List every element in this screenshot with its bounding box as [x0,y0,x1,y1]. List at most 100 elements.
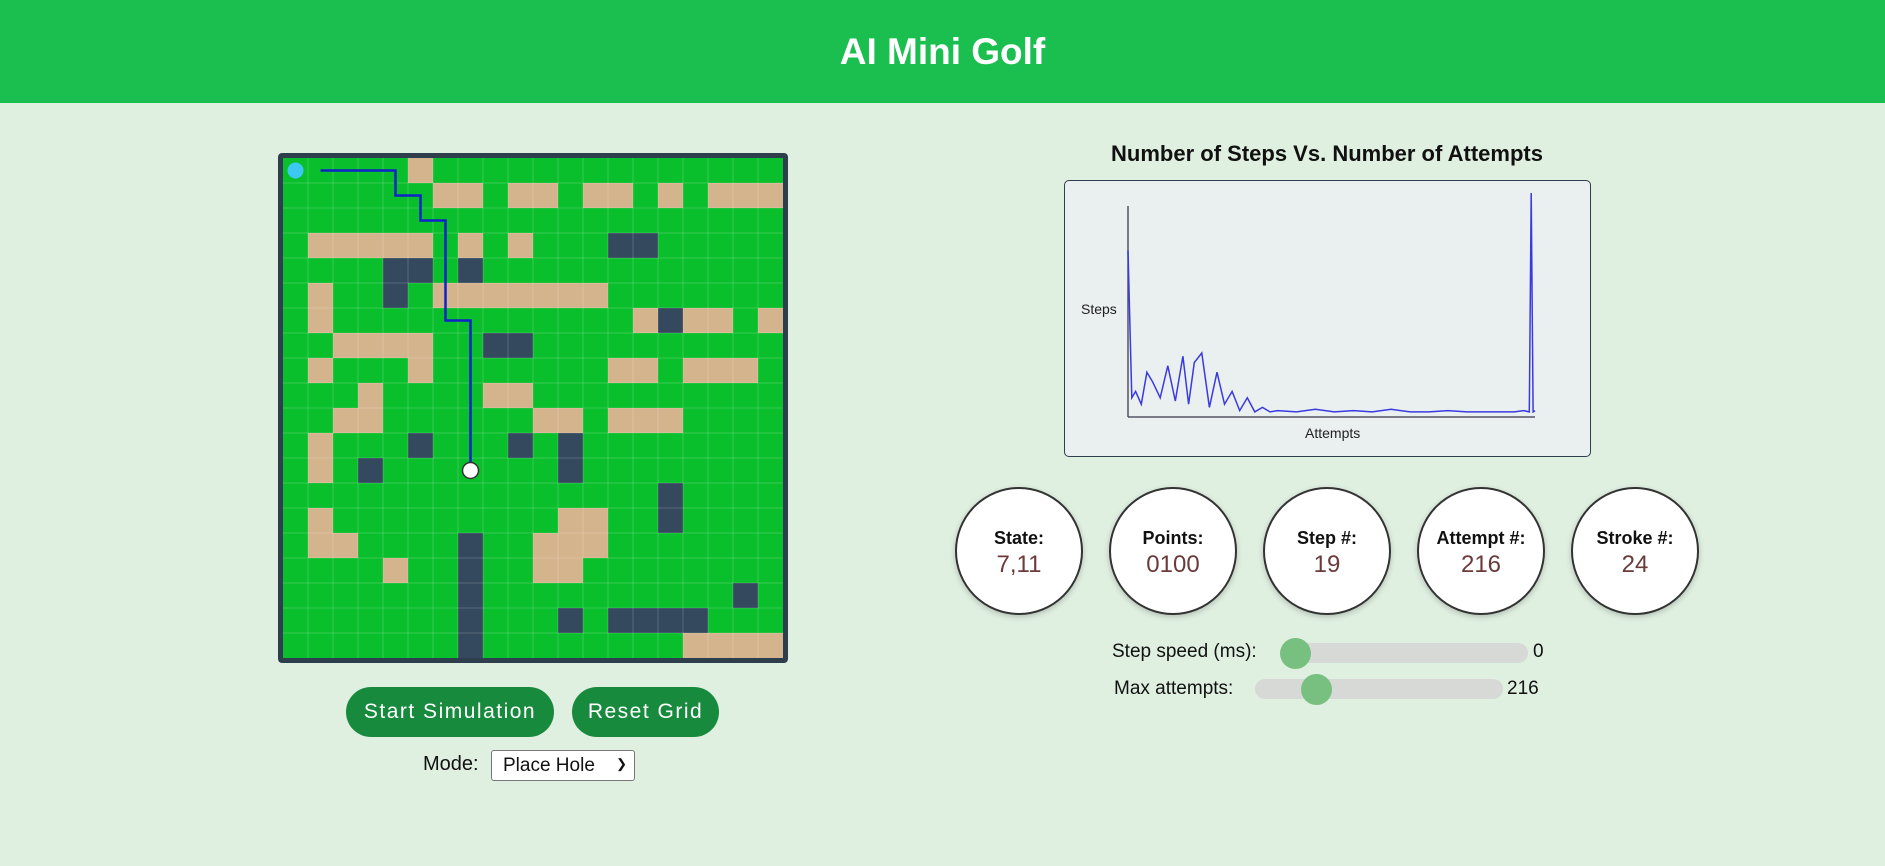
wall-cell[interactable] [508,433,533,458]
golf-grid-canvas[interactable] [283,158,783,658]
wall-cell[interactable] [608,233,633,258]
reset-grid-button[interactable]: Reset Grid [572,687,719,737]
wall-cell[interactable] [458,608,483,633]
sand-cell[interactable] [633,408,658,433]
sand-cell[interactable] [358,233,383,258]
sand-cell[interactable] [508,283,533,308]
sand-cell[interactable] [683,358,708,383]
wall-cell[interactable] [558,608,583,633]
wall-cell[interactable] [508,333,533,358]
wall-cell[interactable] [683,608,708,633]
sand-cell[interactable] [758,183,783,208]
sand-cell[interactable] [583,283,608,308]
sand-cell[interactable] [383,558,408,583]
sand-cell[interactable] [608,358,633,383]
sand-cell[interactable] [633,358,658,383]
sand-cell[interactable] [708,183,733,208]
wall-cell[interactable] [458,583,483,608]
sand-cell[interactable] [458,233,483,258]
sand-cell[interactable] [308,283,333,308]
wall-cell[interactable] [458,558,483,583]
sand-cell[interactable] [383,233,408,258]
wall-cell[interactable] [383,283,408,308]
sand-cell[interactable] [533,183,558,208]
wall-cell[interactable] [633,233,658,258]
sand-cell[interactable] [308,233,333,258]
sand-cell[interactable] [308,308,333,333]
sand-cell[interactable] [383,333,408,358]
sand-cell[interactable] [508,233,533,258]
wall-cell[interactable] [733,583,758,608]
sand-cell[interactable] [583,183,608,208]
wall-cell[interactable] [608,608,633,633]
sand-cell[interactable] [333,408,358,433]
sand-cell[interactable] [308,458,333,483]
sand-cell[interactable] [608,183,633,208]
step-speed-slider[interactable] [1280,638,1528,669]
wall-cell[interactable] [658,608,683,633]
sand-cell[interactable] [683,633,708,658]
sand-cell[interactable] [758,308,783,333]
sand-cell[interactable] [358,383,383,408]
sand-cell[interactable] [558,558,583,583]
sand-cell[interactable] [608,408,633,433]
sand-cell[interactable] [483,383,508,408]
sand-cell[interactable] [408,233,433,258]
sand-cell[interactable] [658,183,683,208]
sand-cell[interactable] [558,408,583,433]
sand-cell[interactable] [308,533,333,558]
sand-cell[interactable] [508,383,533,408]
step-speed-slider-thumb[interactable] [1280,638,1311,669]
sand-cell[interactable] [433,183,458,208]
wall-cell[interactable] [633,608,658,633]
wall-cell[interactable] [358,458,383,483]
wall-cell[interactable] [383,258,408,283]
wall-cell[interactable] [458,633,483,658]
sand-cell[interactable] [733,358,758,383]
sand-cell[interactable] [333,233,358,258]
sand-cell[interactable] [458,283,483,308]
mode-select[interactable]: Place Hole ❯ [491,750,635,781]
sand-cell[interactable] [708,633,733,658]
sand-cell[interactable] [308,433,333,458]
wall-cell[interactable] [483,333,508,358]
sand-cell[interactable] [358,333,383,358]
max-attempts-slider-thumb[interactable] [1300,674,1332,705]
wall-cell[interactable] [558,433,583,458]
sand-cell[interactable] [758,633,783,658]
sand-cell[interactable] [333,533,358,558]
start-simulation-button[interactable]: Start Simulation [346,687,554,737]
sand-cell[interactable] [358,408,383,433]
sand-cell[interactable] [308,358,333,383]
sand-cell[interactable] [533,408,558,433]
sand-cell[interactable] [733,633,758,658]
sand-cell[interactable] [408,158,433,183]
golf-grid[interactable] [278,153,788,663]
wall-cell[interactable] [408,258,433,283]
sand-cell[interactable] [708,308,733,333]
sand-cell[interactable] [558,283,583,308]
wall-cell[interactable] [558,458,583,483]
sand-cell[interactable] [658,408,683,433]
wall-cell[interactable] [658,508,683,533]
sand-cell[interactable] [683,308,708,333]
sand-cell[interactable] [508,183,533,208]
sand-cell[interactable] [533,558,558,583]
sand-cell[interactable] [333,333,358,358]
wall-cell[interactable] [458,533,483,558]
sand-cell[interactable] [308,508,333,533]
sand-cell[interactable] [633,308,658,333]
sand-cell[interactable] [483,283,508,308]
sand-cell[interactable] [583,508,608,533]
sand-cell[interactable] [558,533,583,558]
sand-cell[interactable] [533,533,558,558]
sand-cell[interactable] [458,183,483,208]
sand-cell[interactable] [533,283,558,308]
sand-cell[interactable] [733,183,758,208]
sand-cell[interactable] [408,358,433,383]
sand-cell[interactable] [558,508,583,533]
sand-cell[interactable] [708,358,733,383]
wall-cell[interactable] [408,433,433,458]
wall-cell[interactable] [658,483,683,508]
max-attempts-slider[interactable] [1255,674,1503,705]
